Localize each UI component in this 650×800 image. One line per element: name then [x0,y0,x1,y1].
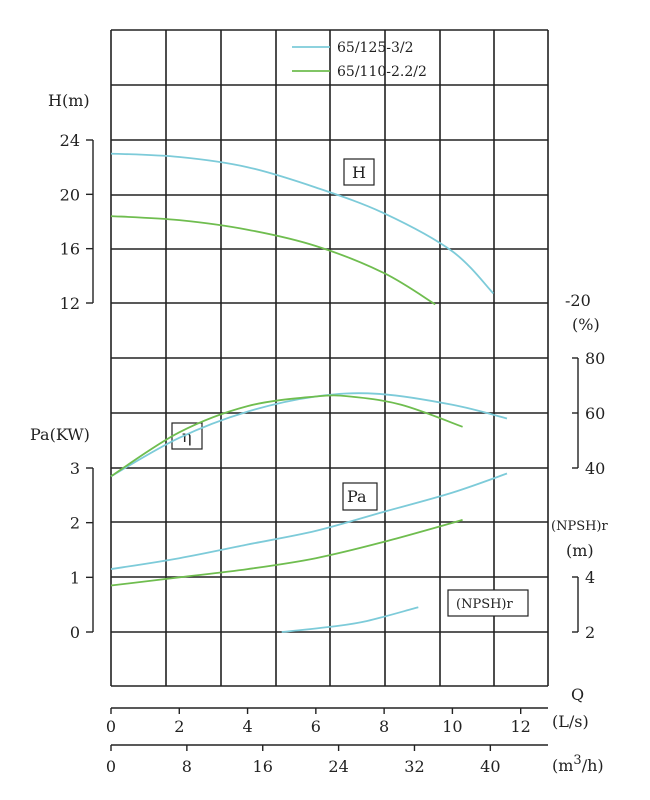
head-tick-label: 16 [60,240,80,259]
efficiency-axis-unit: (%) [572,315,600,334]
x-tick-label-ls: 10 [442,717,462,736]
head-tick-label: 20 [60,185,80,204]
series-lines [110,152,508,633]
npsh-tick-label: 2 [585,623,595,642]
head-tick-label: 12 [60,294,80,313]
power-tick-label: 2 [70,514,80,533]
legend: 65/125-3/2 65/110-2.2/2 [292,40,427,80]
legend-label-series-1: 65/125-3/2 [337,40,414,56]
svg-text:H: H [352,163,366,182]
npsh-axis-unit: (m) [566,541,594,560]
head-axis-label: H(m) [48,91,90,110]
x-tick-label-m3h: 16 [253,757,273,776]
x-tick-label-m3h: 0 [106,757,116,776]
legend-label-series-2: 65/110-2.2/2 [337,64,427,80]
x-tick-label-m3h: 8 [182,757,192,776]
power-tick-label: 3 [70,459,80,478]
head-tag: H [343,158,375,186]
power-tick-label: 1 [70,568,80,587]
x-tick-label-ls: 4 [242,717,252,736]
x-axis-unit-ls: (L/s) [552,712,589,731]
head-curve-series-2 [110,215,436,306]
npsh-tag: (NPSH)r [447,589,529,617]
x-axis-unit-m3h: (m3/h) [552,753,604,775]
x-tick-label-ls: 6 [311,717,321,736]
head-tick-label: 24 [60,131,80,150]
x-tick-label-m3h: 24 [328,757,348,776]
efficiency-curve-series-2 [110,394,463,478]
npsh-axis-label: (NPSH)r [551,519,609,534]
x-tick-label-ls: 2 [174,717,184,736]
power-tick-label: 0 [70,623,80,642]
efficiency-tag: η [171,422,203,450]
efficiency-top-tick: -20 [565,291,591,310]
x-axis-label-q: Q [571,685,584,704]
svg-text:η: η [182,427,192,446]
svg-text:(NPSH)r: (NPSH)r [456,597,514,612]
svg-text:Pa: Pa [347,487,367,506]
npsh-tick-label: 4 [585,568,595,587]
x-tick-label-m3h: 32 [404,757,424,776]
x-tick-label-ls: 8 [379,717,389,736]
x-tick-label-m3h: 40 [480,757,500,776]
efficiency-curve-series-1 [110,392,508,478]
power-curve-series-1 [110,472,508,570]
head-curve-series-1 [110,152,495,295]
power-curve-series-2 [110,519,463,587]
x-tick-label-ls: 12 [511,717,531,736]
efficiency-tick-label: 40 [585,459,605,478]
efficiency-tick-label: 60 [585,404,605,423]
grid [92,29,579,746]
power-axis-label: Pa(KW) [30,425,90,444]
npsh-curve-series-1 [281,606,419,633]
power-tag: Pa [342,482,378,511]
x-tick-label-ls: 0 [106,717,116,736]
efficiency-tick-label: 80 [585,349,605,368]
